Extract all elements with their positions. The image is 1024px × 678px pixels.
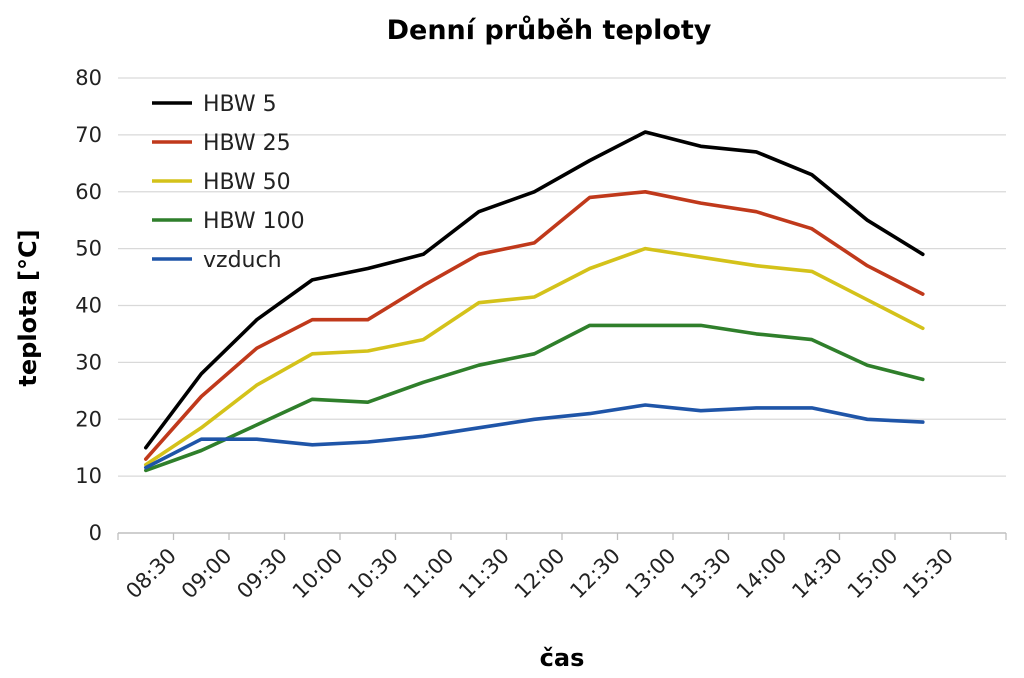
x-tick-label: 11:00 (399, 544, 459, 604)
y-tick-label: 30 (75, 350, 102, 374)
x-tick-label: 09:30 (232, 544, 292, 604)
x-tick-label: 12:30 (565, 544, 625, 604)
x-tick-label: 12:00 (510, 544, 570, 604)
line-chart: 0 10 20 30 40 50 60 70 80 08:3009:0009:3010:0010… (0, 0, 1024, 678)
x-axis-title: čas (540, 644, 585, 672)
x-tick-label: 10:00 (288, 544, 348, 604)
x-tick-label: 08:30 (121, 544, 181, 604)
y-tick-labels: 0 10 20 30 40 50 60 70 80 (75, 66, 102, 545)
y-tick-label: 60 (75, 180, 102, 204)
chart-title: Denní průběh teploty (387, 15, 712, 46)
legend-label: HBW 100 (203, 209, 305, 234)
legend-label: HBW 50 (203, 170, 291, 195)
x-tick-label: 13:00 (621, 544, 681, 604)
x-tick-label: 15:00 (843, 544, 903, 604)
y-tick-label: 0 (89, 521, 102, 545)
y-tick-label: 80 (75, 66, 102, 90)
y-tick-label: 50 (75, 237, 102, 261)
x-tick-labels: 08:3009:0009:3010:0010:3011:0011:3012:00… (121, 544, 958, 604)
y-tick-label: 70 (75, 123, 102, 147)
x-tick-label: 14:30 (787, 544, 847, 604)
legend: HBW 5 HBW 25 HBW 50 HBW 100 vzduch (152, 92, 305, 273)
legend-label: HBW 5 (203, 92, 277, 117)
y-tick-label: 20 (75, 407, 102, 431)
legend-label: vzduch (203, 248, 282, 273)
y-tick-label: 10 (75, 464, 102, 488)
x-tick-label: 10:30 (343, 544, 403, 604)
x-tick-label: 11:30 (454, 544, 514, 604)
x-tick-label: 15:30 (898, 544, 958, 604)
series-line-5 (146, 405, 923, 468)
x-tick-label: 09:00 (177, 544, 237, 604)
series-line-3 (146, 249, 923, 465)
legend-label: HBW 25 (203, 131, 291, 156)
y-axis-title: teplota [°C] (14, 229, 42, 386)
x-tick-label: 14:00 (732, 544, 792, 604)
axes (118, 533, 1006, 540)
x-tick-label: 13:30 (676, 544, 736, 604)
y-tick-label: 40 (75, 294, 102, 318)
